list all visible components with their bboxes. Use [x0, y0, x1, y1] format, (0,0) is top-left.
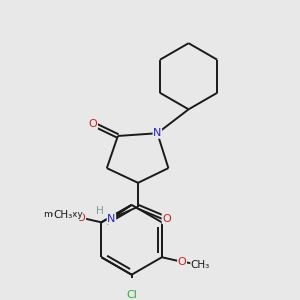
Text: Cl: Cl — [126, 290, 137, 300]
Text: O: O — [77, 213, 85, 223]
Text: CH₃: CH₃ — [191, 260, 210, 270]
Text: methoxy: methoxy — [0, 299, 1, 300]
Text: N: N — [107, 214, 116, 224]
Text: O: O — [89, 119, 98, 129]
Text: H: H — [96, 206, 104, 216]
Text: CH₃: CH₃ — [53, 210, 72, 220]
Text: O: O — [178, 257, 186, 267]
Text: methoxy: methoxy — [43, 211, 83, 220]
Text: O: O — [162, 214, 171, 224]
Text: N: N — [153, 128, 161, 138]
